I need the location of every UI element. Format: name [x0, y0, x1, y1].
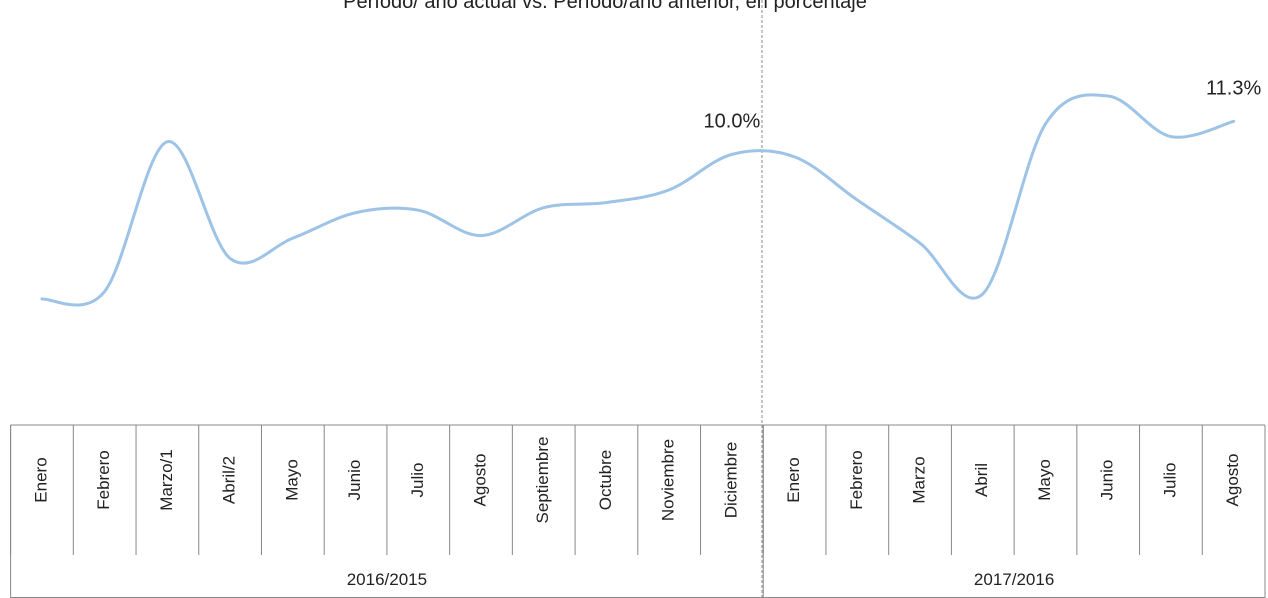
x-tick-label: Enero — [31, 457, 50, 502]
x-tick-label: Abril — [972, 463, 991, 497]
x-tick-label: Octubre — [596, 450, 615, 510]
x-tick-label: Enero — [784, 457, 803, 502]
group-label: 2017/2016 — [974, 570, 1054, 589]
x-tick-label: Febrero — [847, 450, 866, 510]
x-tick-label: Julio — [1160, 463, 1179, 498]
x-tick-label: Agosto — [1223, 454, 1242, 507]
x-tick-label: Septiembre — [533, 437, 552, 524]
x-tick-label: Noviembre — [659, 439, 678, 521]
x-tick-label: Marzo — [910, 456, 929, 503]
x-tick-label: Febrero — [94, 450, 113, 510]
x-tick-label: Diciembre — [721, 442, 740, 519]
chart-title: Período/ año actual vs. Período/año ante… — [343, 0, 867, 13]
x-tick-label: Marzo/1 — [157, 449, 176, 510]
x-tick-label: Junio — [1098, 460, 1117, 501]
group-label: 2016/2015 — [347, 570, 427, 589]
data-label: 10.0% — [704, 110, 761, 132]
line — [40, 93, 1236, 307]
x-tick-label: Agosto — [470, 454, 489, 507]
x-tick-label: Junio — [345, 460, 364, 501]
data-label: 11.3% — [1206, 77, 1261, 99]
x-tick-label: Mayo — [282, 459, 301, 501]
x-tick-label: Abril/2 — [220, 456, 239, 504]
x-tick-label: Mayo — [1035, 459, 1054, 501]
x-tick-label: Julio — [408, 463, 427, 498]
